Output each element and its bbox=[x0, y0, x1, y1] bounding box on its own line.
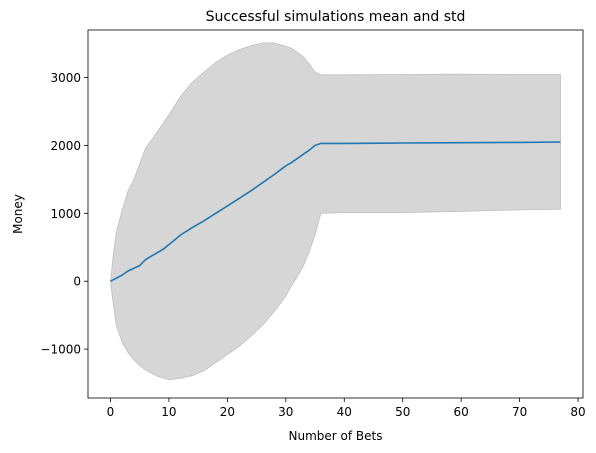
y-tick-label: 0 bbox=[73, 275, 81, 289]
std-band bbox=[110, 42, 561, 381]
plot-area bbox=[110, 42, 561, 381]
chart-title: Successful simulations mean and std bbox=[206, 9, 466, 25]
y-tick-label: 3000 bbox=[50, 71, 81, 85]
y-tick-label: 2000 bbox=[50, 139, 81, 153]
y-axis-ticks: −1000 0 1000 2000 3000 bbox=[40, 71, 88, 357]
x-axis-ticks: 0 10 20 30 40 50 60 70 80 bbox=[107, 398, 586, 419]
x-tick-label: 80 bbox=[570, 405, 585, 419]
y-tick-label: 1000 bbox=[50, 207, 81, 221]
y-axis-label: Money bbox=[11, 194, 25, 234]
axes-frame bbox=[87, 29, 584, 399]
y-tick-label: −1000 bbox=[40, 343, 81, 357]
x-tick-label: 10 bbox=[161, 405, 176, 419]
x-tick-label: 60 bbox=[454, 405, 469, 419]
mean-line bbox=[110, 141, 561, 282]
x-tick-label: 20 bbox=[220, 405, 235, 419]
x-tick-label: 40 bbox=[337, 405, 352, 419]
x-axis-label: Number of Bets bbox=[289, 429, 383, 443]
x-tick-label: 30 bbox=[278, 405, 293, 419]
x-tick-label: 70 bbox=[512, 405, 527, 419]
x-tick-label: 50 bbox=[395, 405, 410, 419]
x-tick-label: 0 bbox=[107, 405, 115, 419]
